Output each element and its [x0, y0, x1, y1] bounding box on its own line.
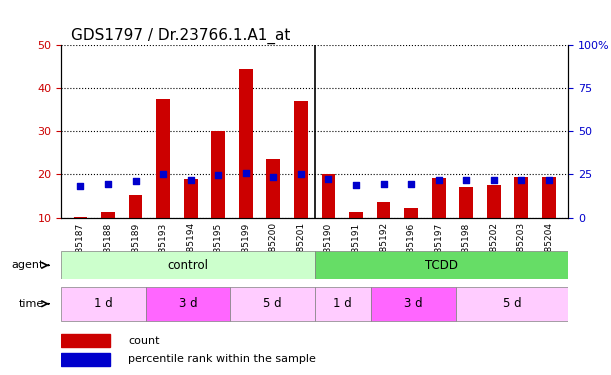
Bar — [61, 334, 110, 347]
Point — [268, 174, 278, 180]
Bar — [239, 69, 253, 218]
Point — [489, 177, 499, 183]
Bar — [101, 212, 115, 217]
Text: 5 d: 5 d — [503, 297, 521, 310]
Bar — [61, 352, 110, 366]
Bar — [376, 202, 390, 217]
Text: percentile rank within the sample: percentile rank within the sample — [128, 354, 316, 364]
Text: 5 d: 5 d — [263, 297, 282, 310]
Text: time: time — [19, 299, 44, 309]
Text: 1 d: 1 d — [94, 297, 113, 310]
Text: 3 d: 3 d — [404, 297, 423, 310]
Bar — [266, 159, 280, 218]
FancyBboxPatch shape — [145, 287, 230, 321]
Text: agent: agent — [12, 260, 44, 270]
Text: count: count — [128, 336, 160, 345]
Bar — [129, 195, 142, 217]
Text: 1 d: 1 d — [334, 297, 352, 310]
FancyBboxPatch shape — [61, 251, 315, 279]
FancyBboxPatch shape — [315, 287, 371, 321]
FancyBboxPatch shape — [230, 287, 315, 321]
FancyBboxPatch shape — [371, 287, 456, 321]
Bar — [211, 131, 225, 218]
Text: TCDD: TCDD — [425, 259, 458, 272]
Point — [213, 172, 223, 178]
FancyBboxPatch shape — [61, 287, 145, 321]
Point — [434, 177, 444, 183]
Text: 3 d: 3 d — [178, 297, 197, 310]
Point — [406, 181, 416, 187]
Point — [324, 176, 334, 182]
FancyBboxPatch shape — [315, 251, 568, 279]
Point — [76, 183, 86, 189]
Point — [131, 178, 141, 184]
Bar — [184, 179, 197, 218]
Bar — [349, 212, 363, 217]
Point — [158, 171, 168, 177]
Bar — [487, 185, 500, 218]
Point — [379, 181, 389, 187]
Bar — [321, 174, 335, 217]
Text: control: control — [167, 259, 208, 272]
Bar — [432, 178, 445, 218]
Point — [103, 181, 113, 187]
Point — [296, 171, 306, 177]
Bar — [404, 208, 418, 218]
Point — [241, 170, 251, 176]
Bar — [459, 188, 473, 218]
Point — [186, 177, 196, 183]
Bar — [294, 101, 308, 217]
Point — [351, 182, 361, 188]
Point — [461, 177, 471, 183]
Point — [516, 177, 526, 183]
Text: GDS1797 / Dr.23766.1.A1_at: GDS1797 / Dr.23766.1.A1_at — [71, 27, 291, 44]
Bar — [542, 177, 556, 218]
Bar — [156, 99, 170, 218]
Bar — [514, 177, 529, 218]
FancyBboxPatch shape — [456, 287, 568, 321]
Point — [544, 177, 554, 183]
